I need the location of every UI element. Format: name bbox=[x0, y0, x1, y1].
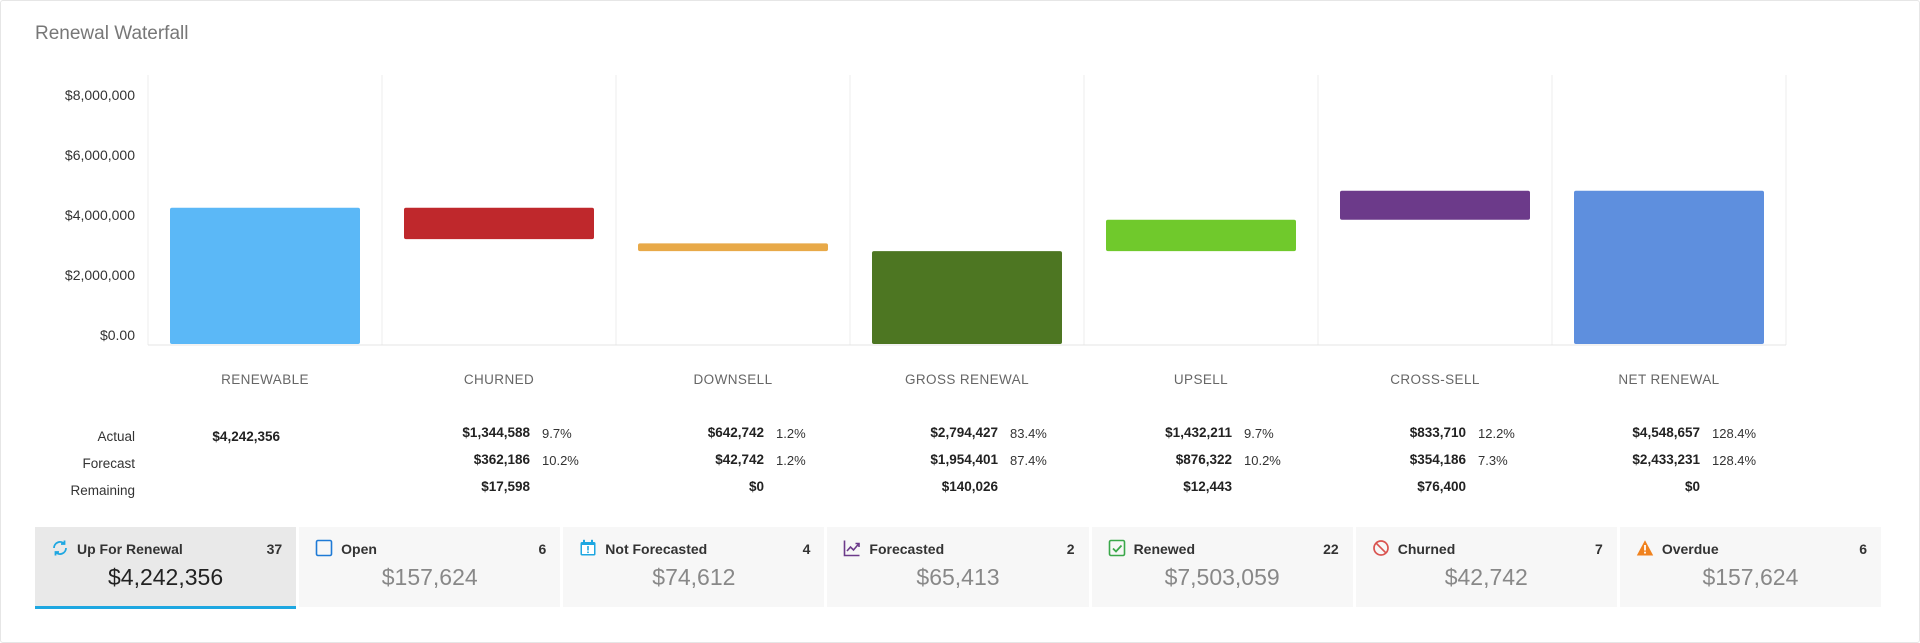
status-card-count: 6 bbox=[538, 541, 547, 557]
status-card-amount: $157,624 bbox=[381, 564, 478, 590]
status-card-amount: $7,503,059 bbox=[1164, 564, 1280, 590]
prohibited-icon bbox=[1372, 539, 1390, 557]
status-card-up-for-renewal[interactable]: Up For Renewal 37 $4,242,356 bbox=[35, 527, 297, 609]
table-value-remaining: $76,400 bbox=[1417, 479, 1466, 494]
row-label: Actual bbox=[97, 429, 135, 444]
status-card-count: 4 bbox=[802, 541, 811, 557]
table-value-actual: $1,344,588 bbox=[462, 425, 530, 440]
y-tick-label: $8,000,000 bbox=[65, 87, 135, 103]
bar-downsell bbox=[638, 243, 828, 252]
category-label: CROSS-SELL bbox=[1390, 372, 1480, 387]
checkbox-checked-icon bbox=[1108, 539, 1126, 557]
status-card-label: Open bbox=[341, 541, 377, 557]
table-value-forecast: $2,433,231 bbox=[1632, 452, 1700, 467]
row-label: Remaining bbox=[70, 483, 135, 498]
table-value-actual: $833,710 bbox=[1409, 425, 1466, 440]
category-label: UPSELL bbox=[1173, 372, 1229, 387]
table-percent-actual: 1.2% bbox=[776, 426, 806, 441]
table-percent-actual: 9.7% bbox=[1244, 426, 1274, 441]
category-label: DOWNSELL bbox=[693, 372, 773, 387]
table-percent-forecast: 10.2% bbox=[1244, 453, 1281, 468]
refresh-icon bbox=[51, 539, 69, 557]
table-percent-forecast: 87.4% bbox=[1010, 453, 1047, 468]
status-card-amount: $74,612 bbox=[652, 564, 736, 590]
bar-renewable bbox=[170, 207, 360, 344]
table-percent-actual: 9.7% bbox=[542, 426, 572, 441]
status-card-amount: $65,413 bbox=[916, 564, 1000, 590]
table-value-actual: $1,432,211 bbox=[1165, 425, 1232, 440]
table-percent-actual: 12.2% bbox=[1478, 426, 1515, 441]
status-card-count: 37 bbox=[266, 541, 283, 557]
table-value-remaining: $17,598 bbox=[481, 479, 530, 494]
bar-upsell bbox=[1106, 219, 1296, 252]
table-percent-actual: 83.4% bbox=[1010, 426, 1047, 441]
warning-icon bbox=[1636, 539, 1654, 557]
status-card-forecasted[interactable]: Forecasted 2 $65,413 bbox=[827, 527, 1089, 607]
widget-title: Renewal Waterfall bbox=[35, 23, 189, 44]
status-card-label: Overdue bbox=[1661, 541, 1719, 557]
status-card-renewed[interactable]: Renewed 22 $7,503,059 bbox=[1091, 527, 1353, 607]
table-value-forecast: $354,186 bbox=[1409, 452, 1466, 467]
status-card-overdue[interactable]: Overdue 6 $157,624 bbox=[1619, 527, 1881, 607]
status-card-churned[interactable]: Churned 7 $42,742 bbox=[1355, 527, 1617, 607]
category-label: RENEWABLE bbox=[221, 372, 309, 387]
y-tick-label: $4,000,000 bbox=[65, 207, 135, 223]
status-card-amount: $157,624 bbox=[1702, 564, 1799, 590]
status-card-count: 2 bbox=[1066, 541, 1075, 557]
table-value-forecast: $362,186 bbox=[473, 452, 530, 467]
status-card-open[interactable]: Open 6 $157,624 bbox=[299, 527, 561, 607]
table-percent-forecast: 1.2% bbox=[776, 453, 806, 468]
status-card-amount: $42,742 bbox=[1444, 564, 1528, 590]
status-card-not-forecasted[interactable]: Not Forecasted 4 $74,612 bbox=[563, 527, 825, 607]
y-tick-label: $0.00 bbox=[100, 327, 135, 343]
bar-cross-sell bbox=[1340, 190, 1530, 220]
category-label: NET RENEWAL bbox=[1618, 372, 1720, 387]
trend-chart-icon bbox=[843, 539, 861, 557]
status-card-count: 22 bbox=[1323, 541, 1339, 557]
table-value-forecast: $1,954,401 bbox=[930, 452, 998, 467]
y-tick-label: $6,000,000 bbox=[65, 147, 135, 163]
table-value-remaining: $140,026 bbox=[941, 479, 998, 494]
table-value-forecast: $876,322 bbox=[1175, 452, 1232, 467]
table-value-actual: $642,742 bbox=[707, 425, 764, 440]
table-percent-forecast: 10.2% bbox=[542, 453, 579, 468]
status-card-label: Forecasted bbox=[869, 541, 945, 557]
category-label: GROSS RENEWAL bbox=[905, 372, 1029, 387]
table-value-remaining: $0 bbox=[1684, 479, 1700, 494]
bar-gross-renewal bbox=[872, 251, 1062, 344]
table-value-actual: $2,794,427 bbox=[930, 425, 998, 440]
table-value-actual: $4,242,356 bbox=[212, 429, 280, 444]
table-value-actual: $4,548,657 bbox=[1632, 425, 1700, 440]
row-label: Forecast bbox=[82, 456, 135, 471]
status-card-label: Renewed bbox=[1133, 541, 1196, 557]
status-card-label: Not Forecasted bbox=[605, 541, 708, 557]
y-tick-label: $2,000,000 bbox=[65, 267, 135, 283]
bar-net-renewal bbox=[1574, 190, 1764, 344]
status-card-label: Churned bbox=[1397, 541, 1456, 557]
status-card-count: 6 bbox=[1859, 541, 1867, 557]
table-value-remaining: $12,443 bbox=[1183, 479, 1232, 494]
table-value-forecast: $42,742 bbox=[715, 452, 764, 467]
bar-churned bbox=[404, 207, 594, 240]
table-percent-forecast: 7.3% bbox=[1478, 453, 1508, 468]
calendar-alert-icon bbox=[579, 539, 597, 557]
table-value-remaining: $0 bbox=[748, 479, 764, 494]
checkbox-empty-icon bbox=[315, 539, 333, 557]
status-card-amount: $4,242,356 bbox=[108, 564, 224, 590]
waterfall-chart: $0.00 $2,000,000 $4,000,000 $6,000,000 $8,00… bbox=[65, 75, 1787, 346]
table-percent-actual: 128.4% bbox=[1712, 426, 1757, 441]
category-label: CHURNED bbox=[463, 372, 535, 387]
table-percent-forecast: 128.4% bbox=[1712, 453, 1757, 468]
status-card-count: 7 bbox=[1595, 541, 1603, 557]
status-card-label: Up For Renewal bbox=[77, 541, 183, 557]
status-cards: Up For Renewal 37 $4,242,356 Open 6 $157,624 N… bbox=[35, 527, 1881, 609]
